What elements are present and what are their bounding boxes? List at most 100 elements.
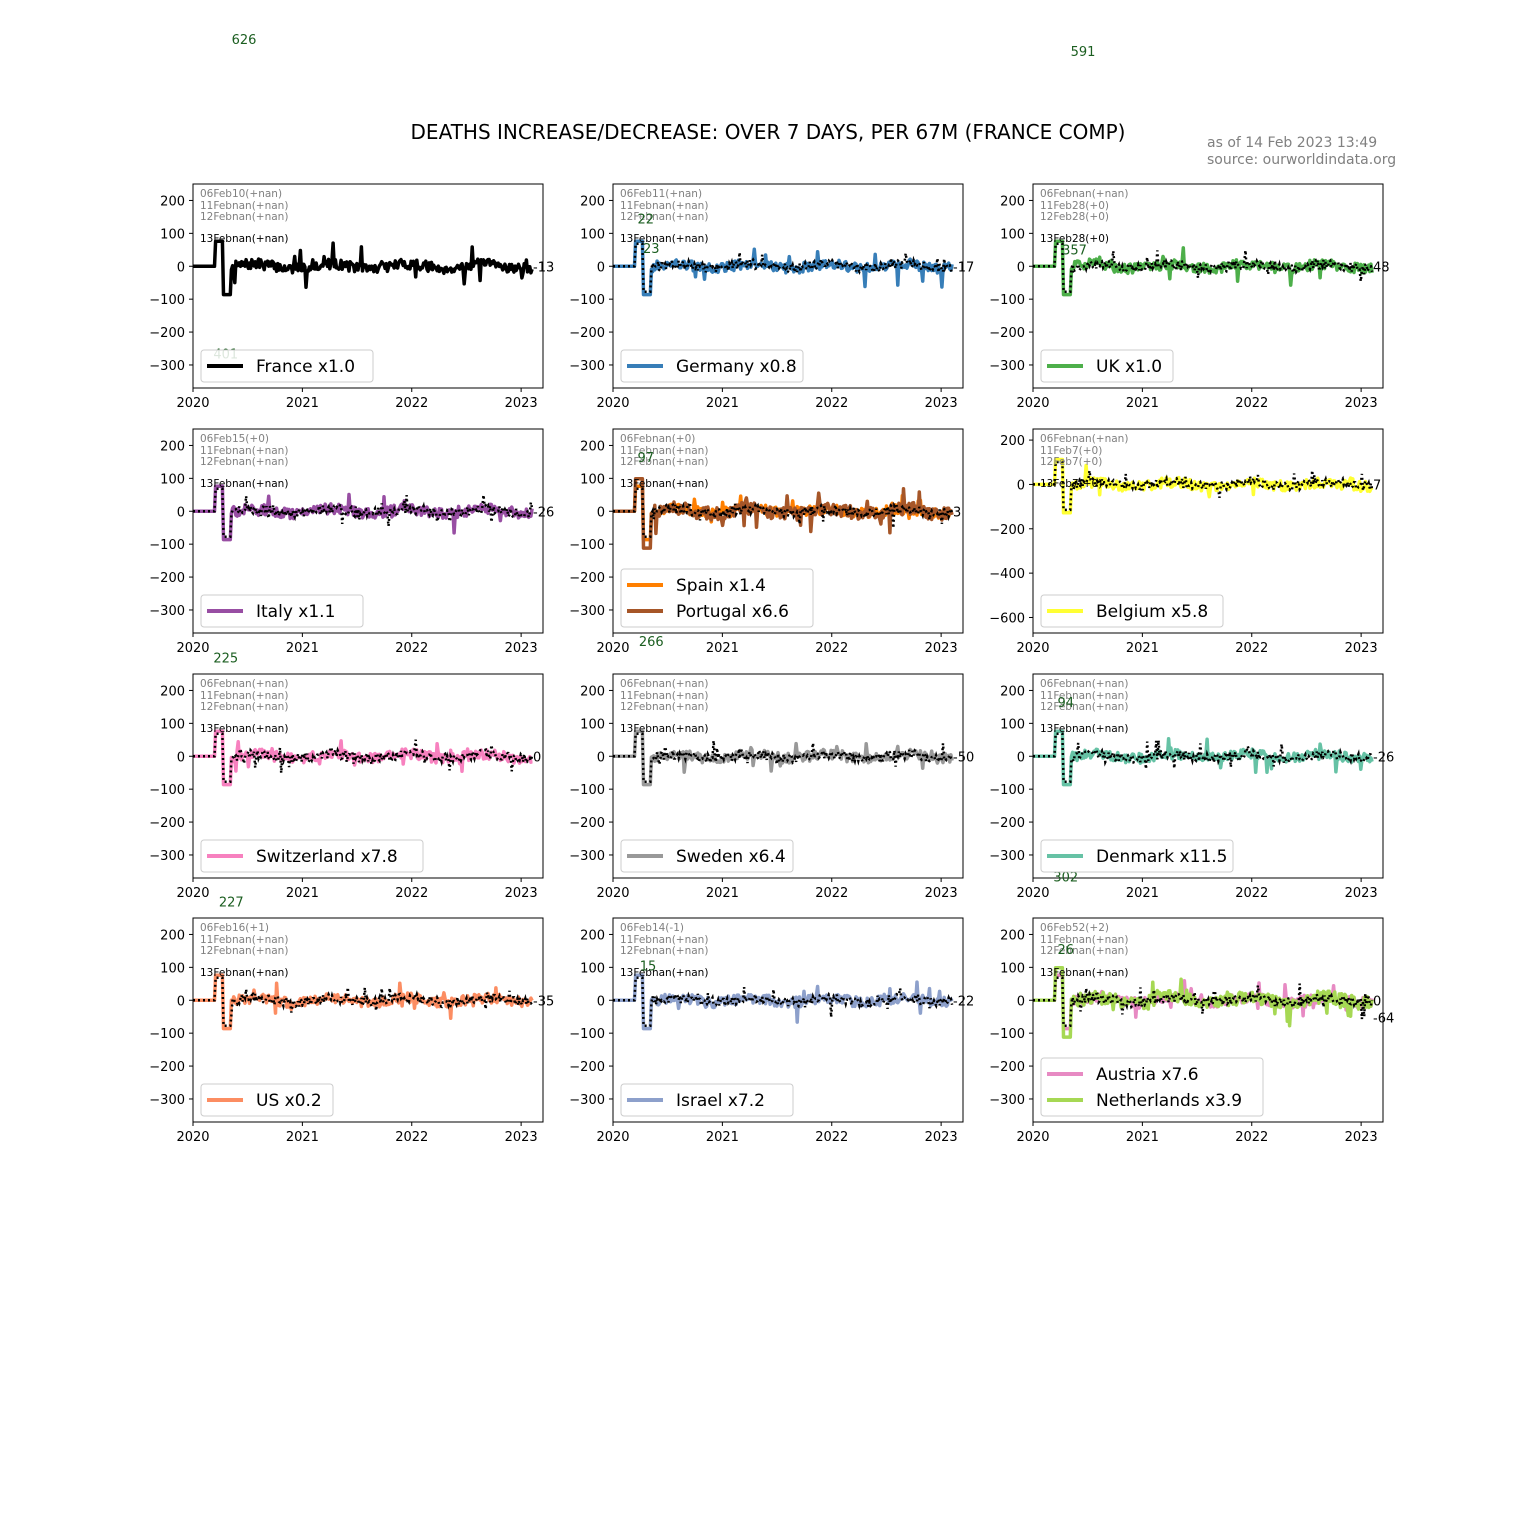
chart-switzerland-ytick-label: 200 bbox=[160, 684, 185, 699]
chart-austria-netherlands-xtick-label: 2022 bbox=[1235, 1130, 1268, 1145]
chart-denmark-ytick-label: 0 bbox=[1017, 750, 1025, 765]
chart-sweden-ytick-label: 200 bbox=[580, 684, 605, 699]
chart-italy-ytick-label: 0 bbox=[177, 505, 185, 520]
chart-germany-peak-label-1: 22 bbox=[638, 212, 655, 227]
chart-belgium-ytick-label: 0 bbox=[1017, 478, 1025, 493]
chart-israel-ytick-label: −300 bbox=[569, 1093, 605, 1108]
chart-spain-portugal-note-1: 06Febnan(+0) bbox=[620, 433, 695, 445]
chart-us-note-3: 12Febnan(+nan) bbox=[200, 945, 288, 957]
chart-sweden-xtick-label: 2022 bbox=[815, 886, 848, 901]
chart-us-note-4: 13Febnan(+nan) bbox=[200, 967, 288, 979]
chart-austria-netherlands-xtick-label: 2023 bbox=[1345, 1130, 1378, 1145]
chart-us-xtick-label: 2021 bbox=[286, 1130, 319, 1145]
chart-israel-ytick-label: −200 bbox=[569, 1060, 605, 1075]
chart-sweden-ytick-label: 0 bbox=[597, 750, 605, 765]
peak-label-top-left: 626 bbox=[232, 33, 257, 48]
chart-switzerland-xtick-label: 2022 bbox=[395, 886, 428, 901]
chart-us-note-2: 11Febnan(+nan) bbox=[200, 934, 288, 946]
chart-france-ytick-label: 100 bbox=[160, 227, 185, 242]
chart-uk: 2020 2021 2022 2023 200 100 0 −100 −200 −300 06Feb… bbox=[989, 183, 1390, 411]
chart-belgium-xtick-label: 2020 bbox=[1016, 641, 1049, 656]
chart-italy-xtick-label: 2020 bbox=[176, 641, 209, 656]
chart-spain-portugal-note-4: 13Febnan(+nan) bbox=[620, 478, 708, 490]
chart-israel-ytick-label: 100 bbox=[580, 961, 605, 976]
chart-us-legend bbox=[200, 1083, 334, 1117]
chart-austria-netherlands-frame bbox=[1032, 917, 1384, 1123]
chart-israel-ytick-label: 200 bbox=[580, 928, 605, 943]
chart-denmark-note-1: 06Febnan(+nan) bbox=[1040, 678, 1128, 690]
chart-us-note-1: 06Feb16(+1) bbox=[200, 922, 269, 934]
chart-italy-end-label: -26 bbox=[533, 505, 554, 520]
chart-germany-end-label: -17 bbox=[953, 260, 974, 275]
chart-uk-xtick-label: 2021 bbox=[1126, 396, 1159, 411]
chart-spain-portugal-note-3: 12Febnan(+nan) bbox=[620, 456, 708, 468]
chart-sweden-ytick-label: 100 bbox=[580, 717, 605, 732]
chart-spain-portugal-ytick-label: 100 bbox=[580, 472, 605, 487]
chart-france-frame bbox=[192, 183, 544, 389]
chart-spain-portugal-end-label: 3 bbox=[953, 505, 961, 520]
chart-denmark-ytick-label: 200 bbox=[1000, 684, 1025, 699]
chart-uk-end-label: 48 bbox=[1373, 260, 1390, 275]
chart-denmark-ytick-label: −100 bbox=[989, 783, 1025, 798]
chart-israel-legend bbox=[620, 1083, 794, 1117]
chart-france-note-2: 11Febnan(+nan) bbox=[200, 200, 288, 212]
chart-austria-netherlands-ytick-label: 100 bbox=[1000, 961, 1025, 976]
chart-uk-ytick-label: 200 bbox=[1000, 194, 1025, 209]
chart-us-peak-label-1: 227 bbox=[219, 895, 244, 910]
chart-uk-note-1: 06Febnan(+nan) bbox=[1040, 188, 1128, 200]
chart-switzerland-traces bbox=[193, 729, 534, 787]
chart-denmark-end-label: -26 bbox=[1373, 750, 1394, 765]
chart-belgium-note-1: 06Febnan(+nan) bbox=[1040, 433, 1128, 445]
chart-germany-note-2: 11Febnan(+nan) bbox=[620, 200, 708, 212]
chart-sweden-ytick-label: −300 bbox=[569, 849, 605, 864]
chart-denmark-ytick-label: 100 bbox=[1000, 717, 1025, 732]
chart-uk-xtick-label: 2023 bbox=[1345, 396, 1378, 411]
chart-uk-xtick-label: 2020 bbox=[1016, 396, 1049, 411]
chart-uk-note-2: 11Feb28(+0) bbox=[1040, 200, 1109, 212]
chart-sweden-ytick-label: −200 bbox=[569, 816, 605, 831]
chart-spain-portugal-note-2: 11Febnan(+nan) bbox=[620, 445, 708, 457]
chart-switzerland: 2020 2021 2022 2023 200 100 0 −100 −200 −300 06Feb… bbox=[149, 651, 544, 901]
chart-belgium-ytick-label: 200 bbox=[1000, 434, 1025, 449]
chart-belgium-xtick-label: 2023 bbox=[1345, 641, 1378, 656]
chart-israel-note-1: 06Feb14(-1) bbox=[620, 922, 684, 934]
chart-switzerland-peak-label-1: 225 bbox=[213, 651, 238, 666]
chart-denmark-frame bbox=[1032, 673, 1384, 879]
chart-belgium-legend bbox=[1040, 594, 1224, 628]
chart-sweden-note-3: 12Febnan(+nan) bbox=[620, 701, 708, 713]
chart-israel-xtick-label: 2020 bbox=[596, 1130, 629, 1145]
chart-uk-ytick-label: −200 bbox=[989, 326, 1025, 341]
chart-germany-frame bbox=[612, 183, 964, 389]
chart-france-ytick-label: −200 bbox=[149, 326, 185, 341]
chart-israel-end-label: -22 bbox=[953, 994, 974, 1009]
chart-italy-xtick-label: 2022 bbox=[395, 641, 428, 656]
chart-austria-netherlands-ytick-label: −100 bbox=[989, 1027, 1025, 1042]
peak-label-top-right: 591 bbox=[1071, 45, 1096, 60]
chart-switzerland-end-label: 0 bbox=[533, 750, 541, 765]
chart-sweden-frame bbox=[612, 673, 964, 879]
chart-denmark-note-4: 13Febnan(+nan) bbox=[1040, 723, 1128, 735]
chart-austria-netherlands-note-1: 06Feb52(+2) bbox=[1040, 922, 1109, 934]
chart-belgium-legend-label-belgium-x5-8: Belgium x5.8 bbox=[1096, 602, 1208, 622]
chart-switzerland-ytick-label: −100 bbox=[149, 783, 185, 798]
chart-belgium-xtick-label: 2022 bbox=[1235, 641, 1268, 656]
chart-sweden-end-label: -50 bbox=[953, 750, 974, 765]
chart-israel-legend-label-israel-x7-2: Israel x7.2 bbox=[676, 1091, 765, 1111]
chart-us-ytick-label: −100 bbox=[149, 1027, 185, 1042]
chart-austria-netherlands-legend-label-austria-x7-6: Austria x7.6 bbox=[1096, 1065, 1199, 1085]
chart-germany-ytick-label: −200 bbox=[569, 326, 605, 341]
chart-italy-legend bbox=[200, 594, 364, 628]
chart-switzerland-ytick-label: −200 bbox=[149, 816, 185, 831]
chart-austria-netherlands-end-label-2: -64 bbox=[1373, 1011, 1394, 1026]
chart-belgium-ytick-label: −600 bbox=[989, 611, 1025, 626]
chart-uk-ytick-label: 0 bbox=[1017, 260, 1025, 275]
chart-denmark-xtick-label: 2020 bbox=[1016, 886, 1049, 901]
chart-sweden-traces bbox=[613, 729, 954, 787]
chart-france-ytick-label: 200 bbox=[160, 194, 185, 209]
chart-spain-portugal: 2020 2021 2022 2023 200 100 0 −100 −200 −300 06Feb… bbox=[569, 428, 964, 656]
chart-austria-netherlands-xtick-label: 2020 bbox=[1016, 1130, 1049, 1145]
chart-uk-ytick-label: −100 bbox=[989, 293, 1025, 308]
chart-austria-netherlands-end-label: 0 bbox=[1373, 994, 1381, 1009]
chart-uk-xtick-label: 2022 bbox=[1235, 396, 1268, 411]
